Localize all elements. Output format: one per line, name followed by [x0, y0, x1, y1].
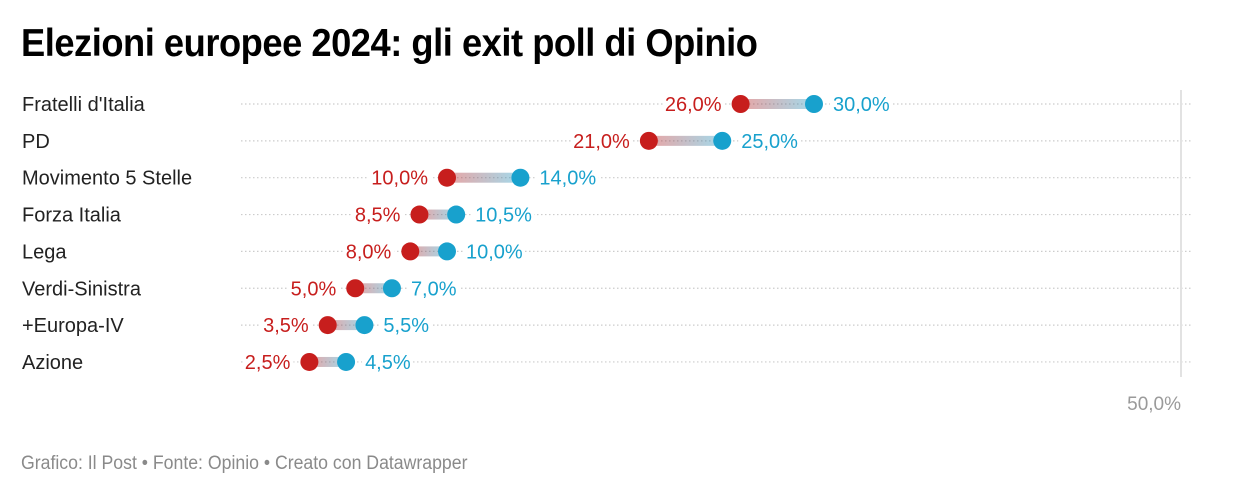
chart-row: Forza Italia 8,5% 10,5% [22, 203, 535, 227]
min-value-label: 21,0% [573, 131, 630, 153]
category-label: +Europa-IV [22, 315, 124, 337]
chart-row: PD 21,0% 25,0% [22, 129, 801, 153]
min-value-label: 8,0% [346, 241, 392, 263]
max-value-label: 25,0% [741, 131, 798, 153]
label-backing [343, 240, 395, 263]
min-dot [410, 205, 429, 224]
label-backing [738, 129, 801, 152]
max-value-label: 14,0% [539, 168, 596, 190]
max-dot [438, 242, 456, 261]
min-value-label: 2,5% [245, 352, 291, 374]
max-dot [447, 205, 466, 224]
chart-row: +Europa-IV 3,5% 5,5% [22, 314, 432, 337]
label-backing [536, 166, 599, 189]
chart-row: Fratelli d'Italia 26,0% 30,0% [22, 93, 892, 116]
max-dot [355, 316, 374, 335]
range-connector [309, 356, 347, 367]
range-connector [327, 320, 365, 331]
label-backing [260, 314, 312, 337]
label-backing [472, 203, 535, 226]
max-value-label: 7,0% [411, 278, 457, 300]
min-value-label: 8,5% [355, 205, 401, 227]
min-value-label: 5,0% [291, 278, 337, 300]
range-connector [447, 172, 521, 183]
chart-row: Lega 8,0% 10,0% [22, 240, 525, 263]
category-label: Azione [22, 352, 83, 374]
max-dot [337, 352, 356, 371]
min-value-label: 26,0% [665, 94, 722, 116]
max-value-label: 10,0% [466, 241, 523, 263]
chart-title: Elezioni europee 2024: gli exit poll di … [21, 22, 758, 65]
chart-row: Verdi-Sinistra 5,0% 7,0% [22, 277, 459, 300]
max-dot [805, 95, 823, 113]
min-dot [318, 316, 337, 335]
label-backing [407, 277, 459, 300]
label-backing [288, 277, 340, 300]
chart-row: Azione 2,5% 4,5% [22, 350, 413, 374]
min-value-label: 3,5% [263, 315, 309, 337]
category-label: PD [22, 131, 50, 153]
category-label: Forza Italia [22, 205, 122, 227]
min-value-label: 10,0% [371, 168, 428, 190]
max-dot [713, 131, 732, 150]
max-dot [511, 168, 530, 187]
x-tick-label: 50,0% [1127, 394, 1181, 415]
min-dot [346, 279, 365, 298]
label-backing [242, 350, 294, 373]
category-label: Movimento 5 Stelle [22, 168, 192, 190]
chart-row: Movimento 5 Stelle 10,0% 14,0% [22, 166, 599, 190]
max-value-label: 10,5% [475, 205, 532, 227]
range-connector [410, 246, 447, 257]
category-label: Verdi-Sinistra [22, 278, 142, 300]
max-value-label: 4,5% [365, 352, 411, 374]
label-backing [369, 166, 431, 189]
label-backing [352, 203, 404, 226]
label-backing [830, 93, 892, 115]
min-dot [438, 168, 456, 187]
min-dot [401, 242, 420, 261]
category-label: Fratelli d'Italia [22, 94, 146, 116]
label-backing [463, 240, 525, 263]
min-dot [300, 352, 319, 371]
label-backing [380, 314, 432, 337]
min-dot [731, 95, 750, 113]
range-connector [648, 135, 723, 146]
range-connector [419, 209, 457, 220]
range-connector [355, 283, 392, 294]
label-backing [570, 129, 633, 152]
max-value-label: 5,5% [383, 315, 429, 337]
range-connector [740, 99, 814, 109]
label-backing [362, 350, 413, 373]
label-backing [662, 93, 725, 115]
max-value-label: 30,0% [833, 94, 890, 116]
chart-footer: Grafico: Il Post • Fonte: Opinio • Creat… [21, 453, 468, 474]
min-dot [639, 131, 658, 150]
category-label: Lega [22, 241, 67, 263]
max-dot [382, 279, 401, 298]
